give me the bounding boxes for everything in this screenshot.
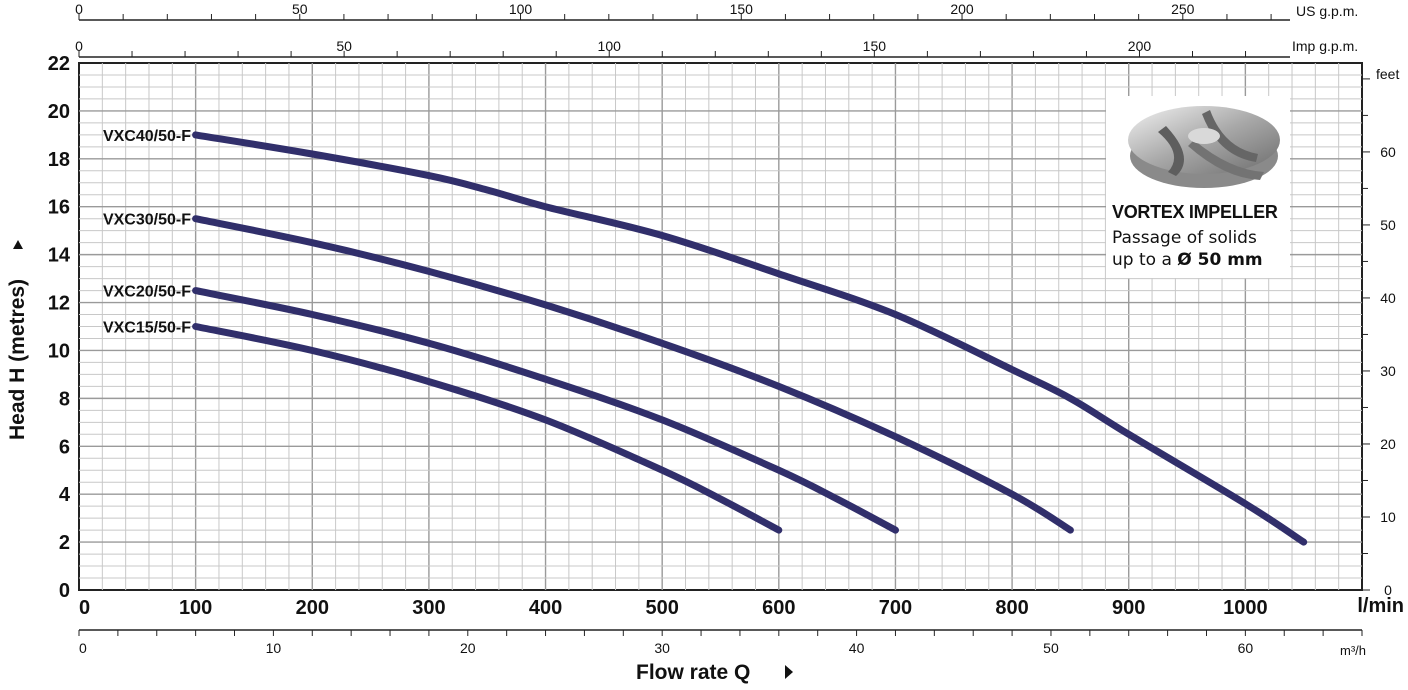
feet-tick-label: 10 <box>1380 509 1396 525</box>
series-label-vxc15-50-f: VXC15/50-F <box>103 320 191 337</box>
y-tick-label: 4 <box>59 484 71 506</box>
top-imp-tick-label: 100 <box>598 38 622 54</box>
impeller-line-2-prefix: up to a <box>1112 250 1178 270</box>
x-unit-label: l/min <box>1357 595 1404 617</box>
x-tick-label: 500 <box>645 597 678 619</box>
top-us-tick-label: 150 <box>730 1 754 17</box>
x-tick-label: 600 <box>762 597 795 619</box>
top-us-unit: US g.p.m. <box>1296 3 1358 19</box>
feet-unit: feet <box>1376 66 1399 82</box>
y-tick-label: 6 <box>59 436 70 458</box>
impeller-image <box>1128 106 1280 188</box>
impeller-line-1: Passage of solids <box>1112 228 1257 248</box>
impeller-title: VORTEX IMPELLER <box>1112 202 1278 222</box>
series-line-vxc15-50-f <box>192 323 783 534</box>
feet-tick-label: 40 <box>1380 290 1396 306</box>
impeller-diameter: Ø 50 mm <box>1177 250 1263 270</box>
m3h-tick-label: 50 <box>1043 640 1059 656</box>
top-imp-unit: Imp g.p.m. <box>1292 38 1358 54</box>
x-tick-label: 100 <box>179 597 212 619</box>
y-tick-label: 8 <box>59 388 70 410</box>
series-lines <box>192 131 1308 546</box>
x-tick-label: 1000 <box>1223 597 1268 619</box>
m3h-unit: m³/h <box>1340 643 1366 658</box>
impeller-line-2: up to a Ø 50 mm <box>1112 250 1263 270</box>
y-axis-arrow-icon <box>13 240 23 249</box>
axes <box>78 14 1370 636</box>
top-us-tick-label: 0 <box>75 1 83 17</box>
x-tick-label: 900 <box>1112 597 1145 619</box>
y-tick-label: 12 <box>48 293 70 315</box>
feet-tick-label: 60 <box>1380 144 1396 160</box>
feet-tick-label: 0 <box>1384 582 1392 598</box>
series-label-vxc30-50-f: VXC30/50-F <box>103 212 191 229</box>
series-line-vxc30-50-f <box>192 215 1074 534</box>
y-axis-title: Head H (metres) <box>6 279 29 440</box>
y-tick-label: 14 <box>48 245 71 267</box>
y-tick-label: 22 <box>48 53 70 75</box>
series-label-vxc20-50-f: VXC20/50-F <box>103 284 191 301</box>
y-tick-label: 10 <box>48 340 70 362</box>
x-tick-label: 800 <box>995 597 1028 619</box>
m3h-tick-label: 30 <box>654 640 670 656</box>
series-label-vxc40-50-f: VXC40/50-F <box>103 128 191 145</box>
feet-tick-label: 20 <box>1380 436 1396 452</box>
top-imp-tick-label: 200 <box>1128 38 1152 54</box>
series-line-vxc40-50-f <box>192 131 1308 546</box>
feet-tick-label: 30 <box>1380 363 1396 379</box>
y-tick-label: 2 <box>59 532 70 554</box>
y-tick-label: 18 <box>48 149 70 171</box>
top-us-tick-label: 200 <box>950 1 974 17</box>
m3h-tick-label: 40 <box>849 640 865 656</box>
top-us-tick-label: 100 <box>509 1 533 17</box>
x-tick-label: 400 <box>529 597 562 619</box>
impeller-callout: VORTEX IMPELLER Passage of solids up to … <box>1106 96 1290 278</box>
top-us-tick-label: 50 <box>292 1 308 17</box>
feet-tick-label: 50 <box>1380 217 1396 233</box>
top-us-tick-label: 250 <box>1171 1 1195 17</box>
series-line-vxc20-50-f <box>192 287 899 534</box>
x-tick-label: 200 <box>296 597 329 619</box>
m3h-tick-label: 60 <box>1238 640 1254 656</box>
x-axis-arrow-icon <box>785 665 793 679</box>
m3h-tick-label: 20 <box>460 640 476 656</box>
x-axis-title: Flow rate Q <box>636 661 750 684</box>
y-tick-label: 20 <box>48 101 70 123</box>
top-imp-tick-label: 0 <box>75 38 83 54</box>
y-tick-label: 16 <box>48 197 70 219</box>
m3h-tick-label: 10 <box>266 640 282 656</box>
y-tick-label: 0 <box>59 580 70 602</box>
top-imp-tick-label: 50 <box>336 38 352 54</box>
x-tick-label: 300 <box>412 597 445 619</box>
m3h-tick-label: 0 <box>79 640 87 656</box>
x-tick-label: 0 <box>79 597 90 619</box>
x-tick-label: 700 <box>879 597 912 619</box>
top-imp-tick-label: 150 <box>863 38 887 54</box>
